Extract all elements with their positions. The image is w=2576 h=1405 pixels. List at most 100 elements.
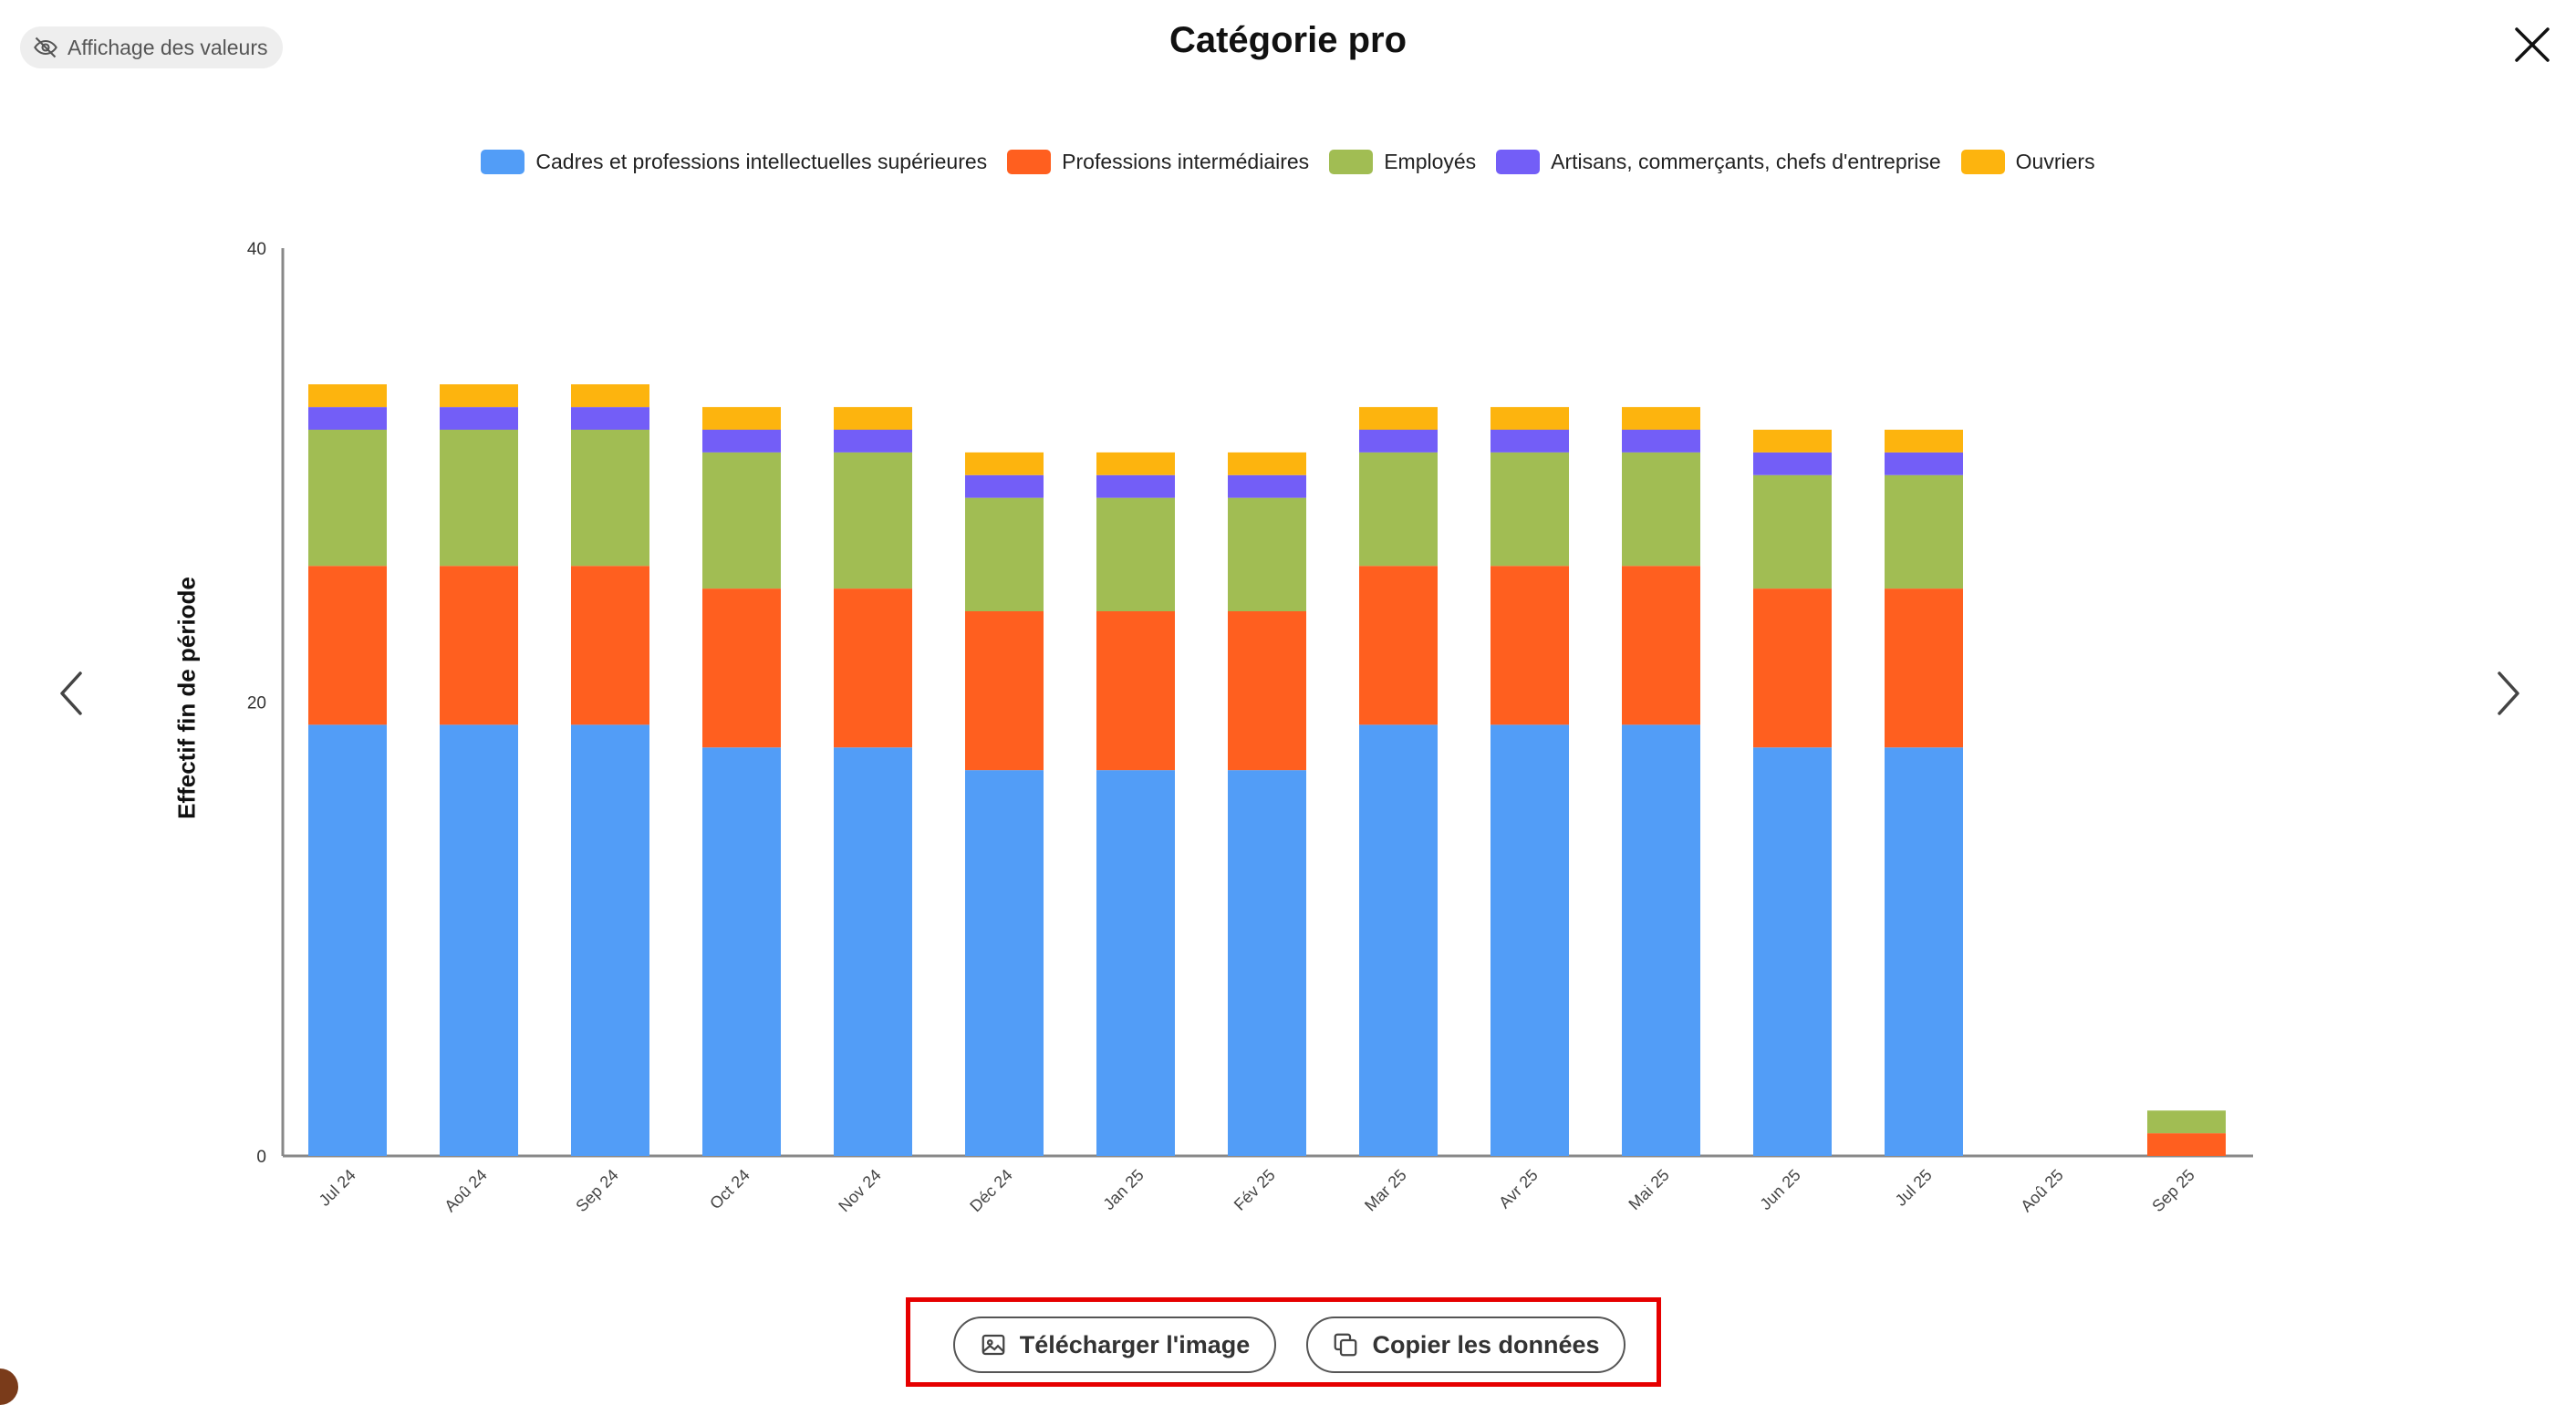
legend-swatch xyxy=(1007,150,1052,174)
bar-segment xyxy=(702,407,781,430)
bar-segment xyxy=(965,611,1044,771)
bar-segment xyxy=(1622,452,1700,567)
bar-segment xyxy=(1228,770,1306,1156)
legend-label: Employés xyxy=(1384,150,1477,173)
x-tick-label: Mai 25 xyxy=(1625,1166,1672,1213)
copy-icon xyxy=(1335,1333,1357,1357)
bar-segment xyxy=(1228,611,1306,771)
legend-swatch xyxy=(1496,150,1541,174)
bar-segment xyxy=(1096,611,1175,771)
image-icon xyxy=(982,1334,1005,1356)
bar-segment xyxy=(834,588,912,748)
bar-segment xyxy=(1359,566,1438,725)
legend-item[interactable]: Professions intermédiaires xyxy=(1007,150,1309,174)
bar-segment xyxy=(834,430,912,453)
bar-segment xyxy=(834,452,912,589)
x-tick-label: Sep 24 xyxy=(572,1166,621,1215)
bar-segment xyxy=(702,430,781,453)
bar-segment xyxy=(1622,430,1700,453)
y-tick-label: 0 xyxy=(256,1148,266,1167)
bar-segment xyxy=(702,452,781,589)
bar-segment xyxy=(1622,566,1700,725)
bar-segment xyxy=(571,724,649,1156)
bar-segment xyxy=(571,384,649,408)
legend-item[interactable]: Cadres et professions intellectuelles su… xyxy=(481,150,987,174)
x-tick-label: Mar 25 xyxy=(1361,1166,1410,1215)
legend-swatch xyxy=(481,150,525,174)
value-display-toggle-label: Affichage des valeurs xyxy=(68,35,268,59)
bar-segment xyxy=(1491,452,1569,567)
bar-segment xyxy=(1491,724,1569,1156)
x-tick-label: Aoû 25 xyxy=(2017,1166,2066,1215)
bar-segment xyxy=(1885,474,1963,589)
chevron-right-icon[interactable] xyxy=(2490,666,2527,721)
bar-segment xyxy=(1885,430,1963,453)
bar-segment xyxy=(440,566,518,725)
bar-segment xyxy=(308,430,387,567)
legend-swatch xyxy=(1960,150,2005,174)
x-tick-label: Déc 24 xyxy=(966,1166,1015,1215)
bar-segment xyxy=(308,384,387,408)
legend-label: Professions intermédiaires xyxy=(1062,150,1310,173)
download-image-button[interactable]: Télécharger l'image xyxy=(953,1317,1276,1373)
bar-segment xyxy=(1885,747,1963,1156)
bar-segment xyxy=(571,566,649,725)
x-tick-label: Aoû 24 xyxy=(441,1166,490,1215)
bar-segment xyxy=(1885,452,1963,475)
bar-segment xyxy=(1359,452,1438,567)
legend-item[interactable]: Employés xyxy=(1329,150,1476,174)
bar-segment xyxy=(965,452,1044,475)
bar-segment xyxy=(1753,747,1832,1156)
bar-segment xyxy=(834,747,912,1156)
x-tick-label: Fév 25 xyxy=(1231,1166,1279,1214)
x-tick-label: Jul 25 xyxy=(1892,1166,1936,1210)
bar-segment xyxy=(1753,588,1832,748)
bar-segment xyxy=(965,474,1044,498)
close-icon[interactable] xyxy=(2513,26,2551,64)
bar-segment xyxy=(1753,474,1832,589)
x-tick-label: Oct 24 xyxy=(706,1166,753,1213)
bar-segment xyxy=(2147,1133,2226,1156)
x-tick-label: Jun 25 xyxy=(1756,1166,1803,1213)
bar-segment xyxy=(702,747,781,1156)
bar-segment xyxy=(308,566,387,725)
bar-segment xyxy=(1753,452,1832,475)
actions-highlight-box xyxy=(906,1297,1661,1387)
bar-segment xyxy=(440,430,518,567)
bar-segment xyxy=(1359,724,1438,1156)
bar-segment xyxy=(1096,452,1175,475)
y-tick-label: 20 xyxy=(247,694,266,713)
value-display-toggle[interactable]: Affichage des valeurs xyxy=(20,26,283,68)
legend-swatch xyxy=(1329,150,1374,174)
bar-segment xyxy=(1359,430,1438,453)
copy-data-label: Copier les données xyxy=(1372,1330,1600,1358)
copy-data-button[interactable]: Copier les données xyxy=(1306,1317,1626,1373)
bar-segment xyxy=(1096,497,1175,611)
legend-item[interactable]: Ouvriers xyxy=(1960,150,2095,174)
bar-segment xyxy=(1096,474,1175,498)
bar-segment xyxy=(965,497,1044,611)
x-tick-label: Jan 25 xyxy=(1099,1166,1147,1213)
legend-label: Ouvriers xyxy=(2015,150,2095,173)
bar-segment xyxy=(440,407,518,430)
x-tick-label: Avr 25 xyxy=(1495,1166,1542,1212)
legend-item[interactable]: Artisans, commerçants, chefs d'entrepris… xyxy=(1496,150,1941,174)
y-axis-label: Effectif fin de période xyxy=(172,577,201,819)
bar-segment xyxy=(2147,1110,2226,1134)
stacked-bar-chart: 0 20 40 Jul 24 Aoû 24 Sep 24 Oct 24 Nov 24 Déc 2… xyxy=(247,240,2253,1215)
avatar xyxy=(0,1369,18,1405)
x-tick-label: Nov 24 xyxy=(835,1166,884,1215)
bar-segment xyxy=(308,407,387,430)
bar-segment xyxy=(1491,430,1569,453)
bar-segment xyxy=(1885,588,1963,748)
bar-segment xyxy=(965,770,1044,1156)
bar-segment xyxy=(1228,474,1306,498)
bar-segment xyxy=(1622,407,1700,430)
bar-segment xyxy=(571,407,649,430)
bar-segment xyxy=(308,724,387,1156)
legend-label: Artisans, commerçants, chefs d'entrepris… xyxy=(1551,150,1941,173)
bar-segment xyxy=(1491,566,1569,725)
chevron-left-icon[interactable] xyxy=(53,666,89,721)
download-image-label: Télécharger l'image xyxy=(1019,1330,1251,1358)
bar-segment xyxy=(1491,407,1569,430)
